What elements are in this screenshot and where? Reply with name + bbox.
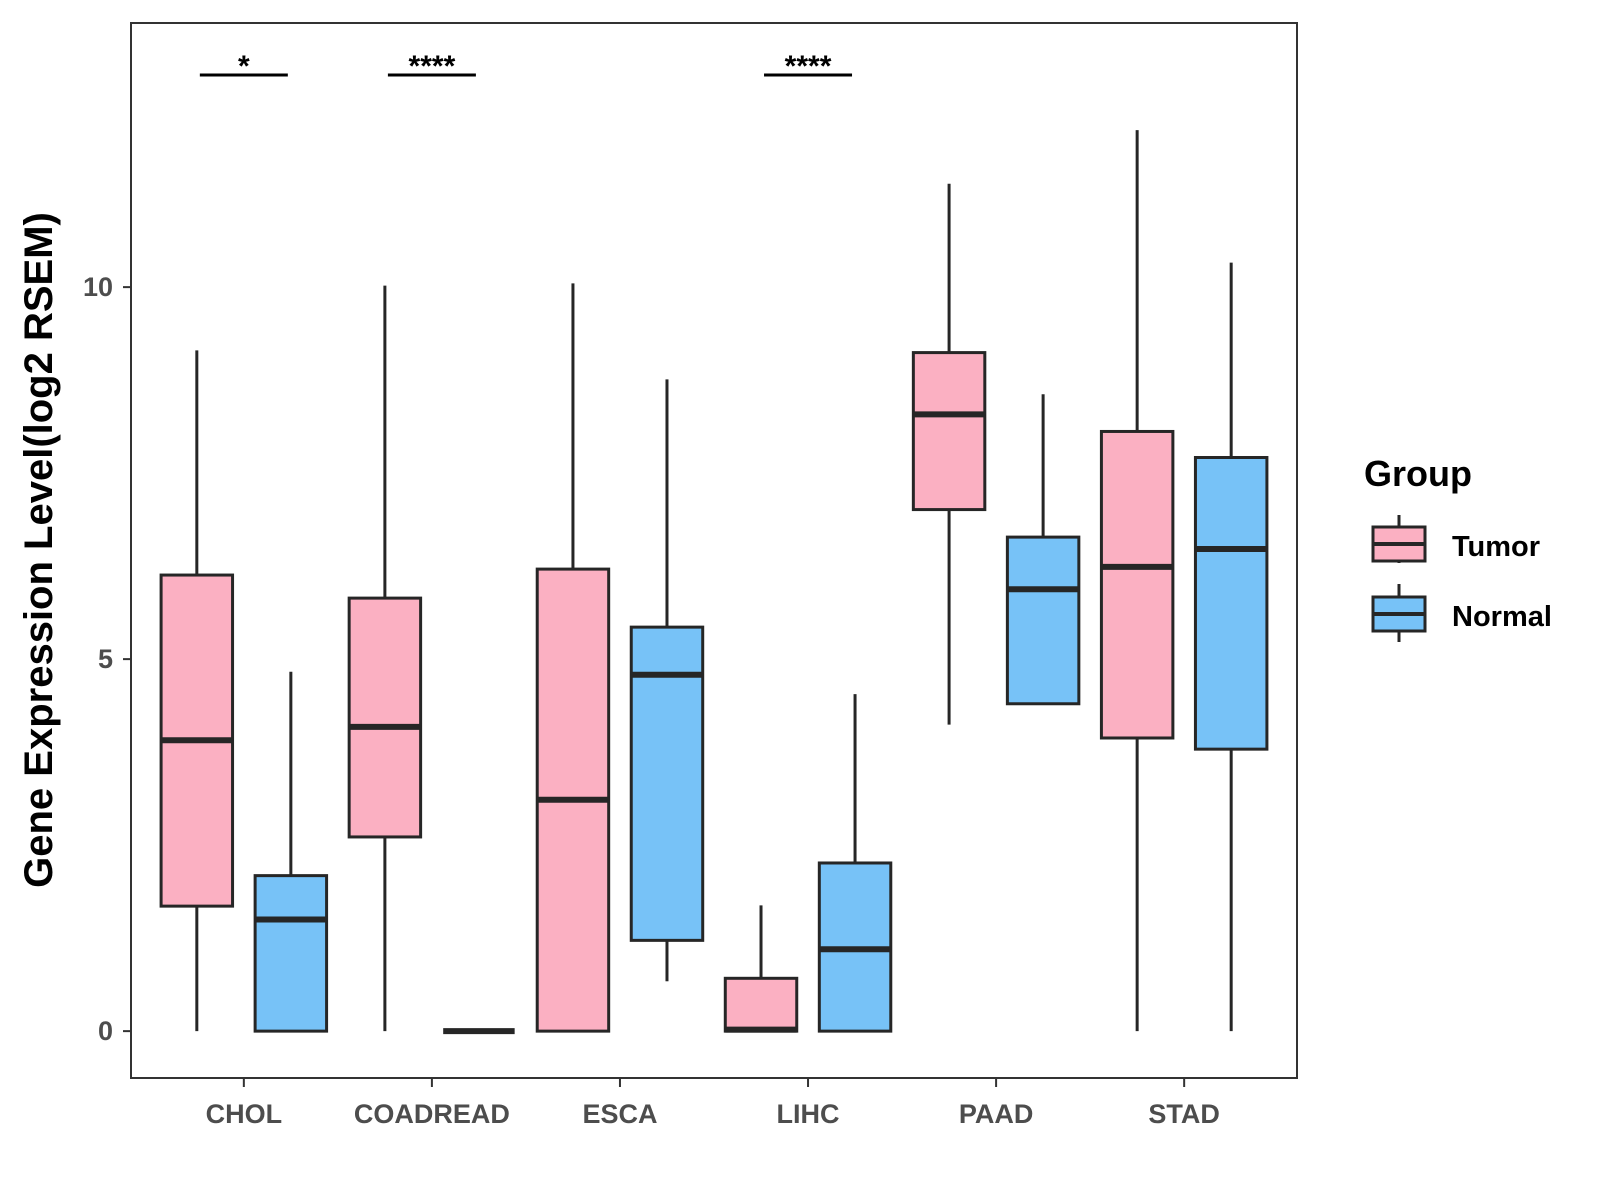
box-coadread-tumor [347,285,423,1032]
box-paad-tumor [911,183,987,725]
box-iqr [629,625,705,942]
legend-item-normal: Normal [1371,584,1552,642]
box-chol-tumor [159,350,235,1032]
box-chol-normal [253,671,329,1033]
x-tick-label-chol: CHOL [206,1099,283,1129]
box-iqr [1005,535,1081,706]
y-axis-title: Gene Expression Level(log2 RSEM) [17,212,61,888]
box-esca-normal [629,379,705,982]
box-esca-tumor [535,283,611,1033]
y-axis: 0 5 10 [83,272,131,1046]
significance-label-lihc: **** [785,50,832,83]
legend-label-tumor: Tumor [1452,531,1540,563]
x-axis: CHOL COADREAD ESCA LIHC PAAD STAD [206,1078,1220,1129]
x-tick-label-paad: PAAD [959,1099,1034,1129]
y-tick-label-0: 0 [98,1016,113,1046]
box-iqr [1099,429,1175,740]
box-paad-normal [1005,394,1081,706]
box-iqr [347,596,423,839]
x-tick-label-esca: ESCA [582,1099,657,1129]
box-lihc-normal [817,694,893,1033]
legend: Group Tumor Normal [1364,453,1552,642]
y-tick-label-10: 10 [83,272,113,302]
significance-label-coadread: **** [409,50,456,83]
box-iqr [253,874,329,1033]
plot-panel-border [130,22,1298,1079]
box-iqr [723,976,799,1033]
y-tick-label-5: 5 [98,644,113,674]
box-stad-normal [1193,262,1269,1032]
significance-layer: * **** **** [199,50,853,83]
x-tick-label-coadread: COADREAD [354,1099,510,1129]
box-lihc-tumor [723,905,799,1033]
boxes-layer [159,130,1269,1035]
legend-item-tumor: Tumor [1371,515,1540,563]
x-tick-label-lihc: LIHC [777,1099,840,1129]
legend-label-normal: Normal [1452,601,1552,633]
significance-label-chol: * [238,50,250,83]
box-iqr [911,351,987,512]
legend-title: Group [1364,453,1472,494]
box-stad-tumor [1099,130,1175,1032]
box-iqr [1193,455,1269,751]
x-tick-label-stad: STAD [1148,1099,1220,1129]
